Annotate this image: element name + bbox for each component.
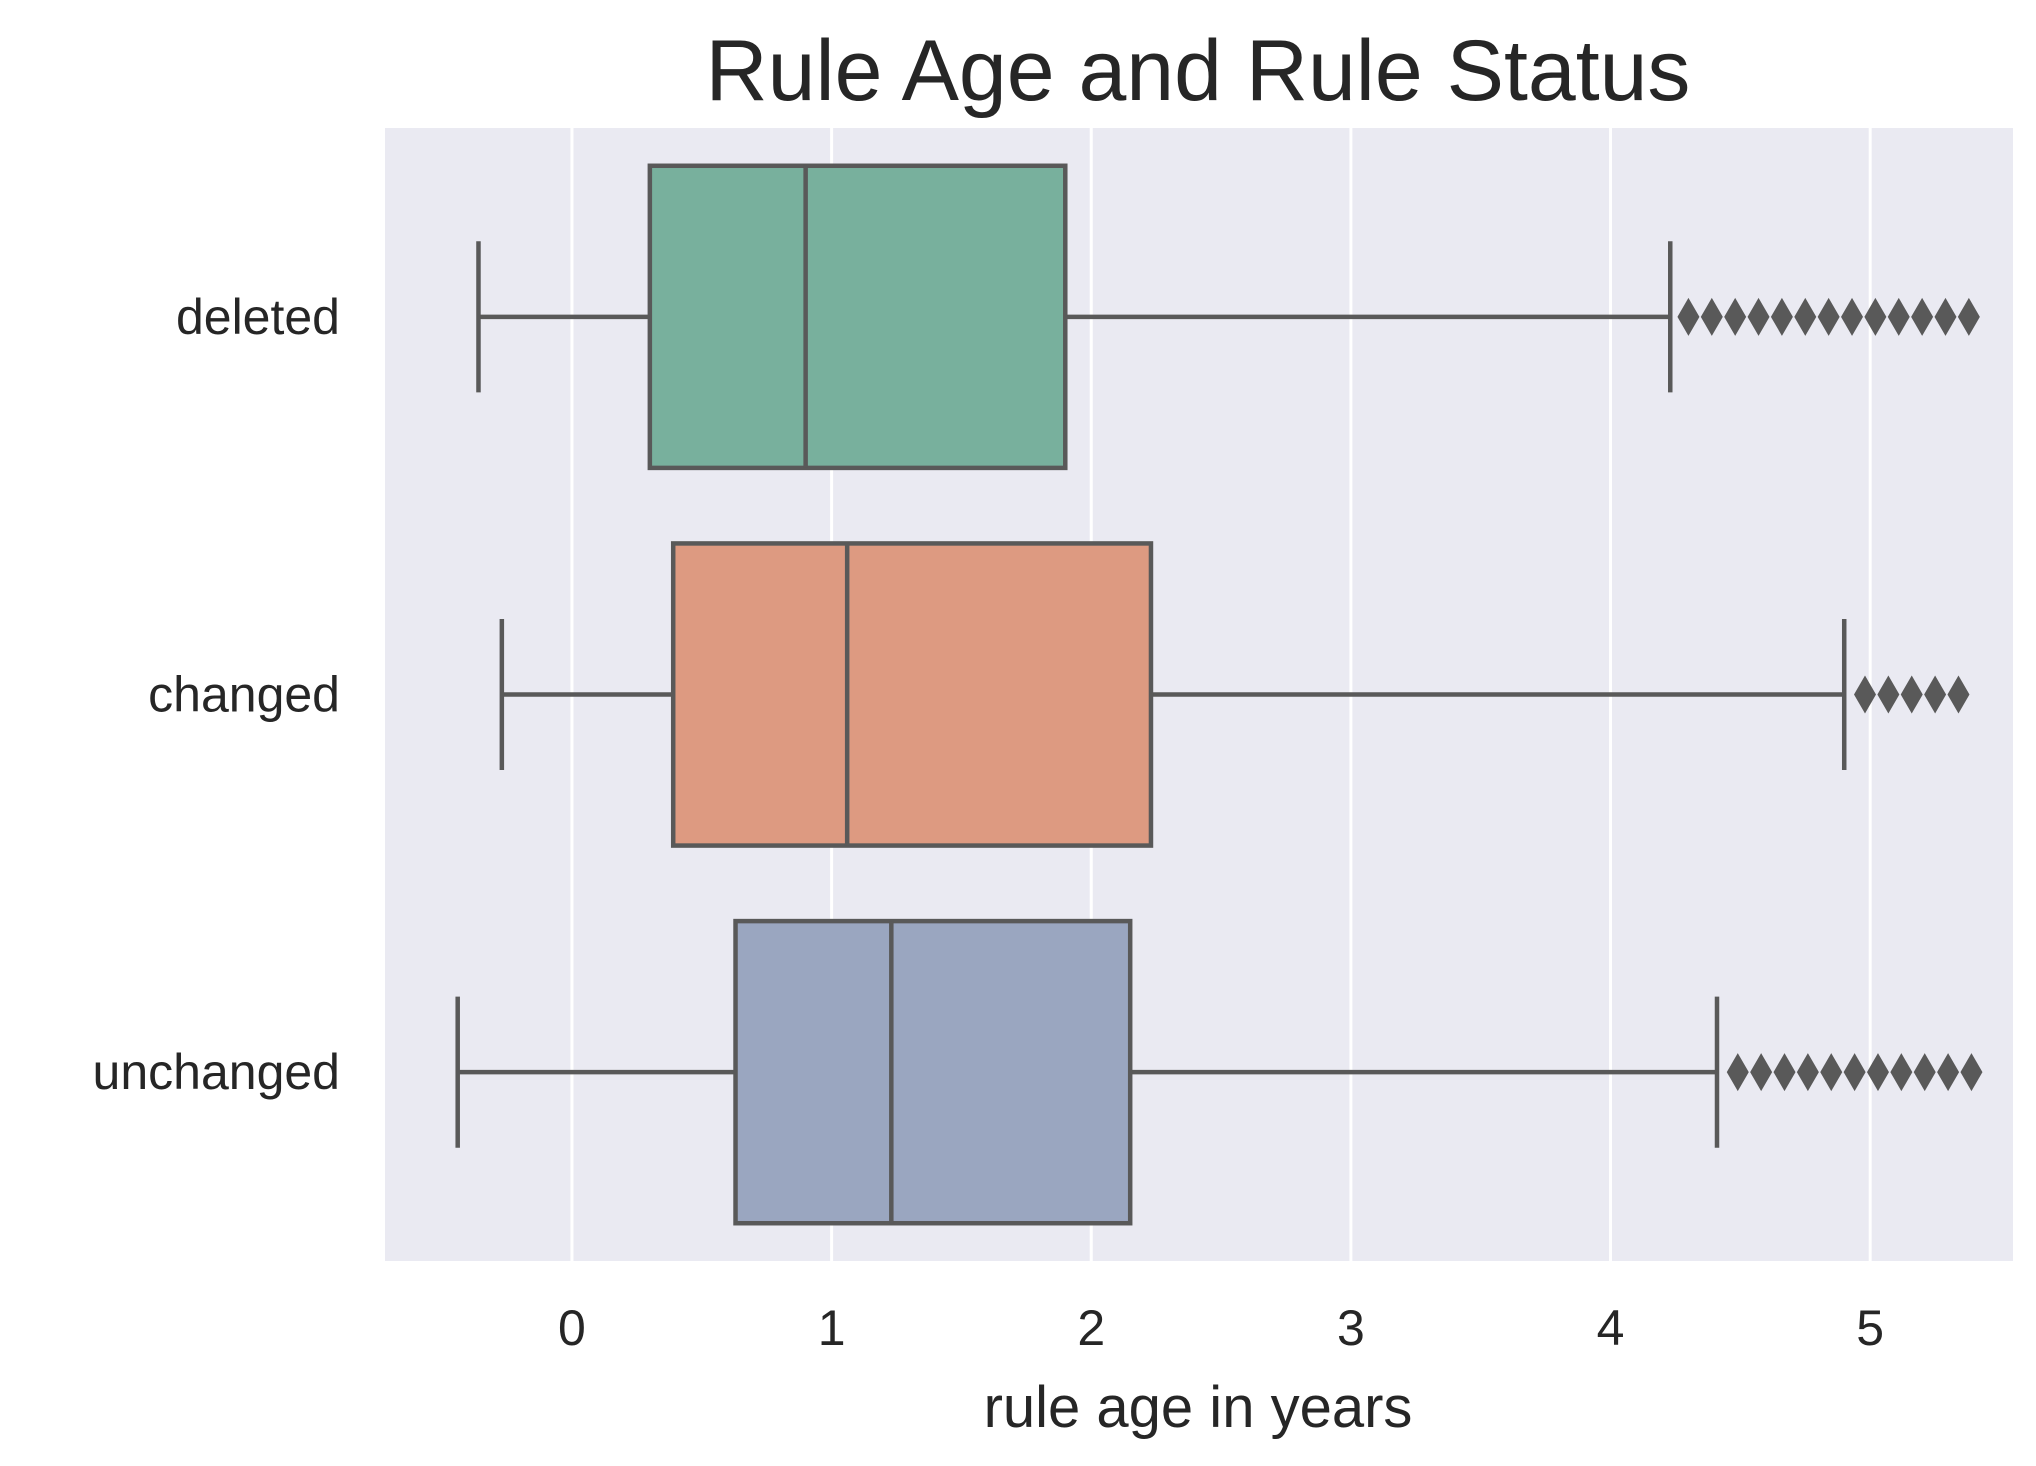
outlier-point-changed-1 [1877, 675, 1900, 714]
y-tick-label-changed: changed [148, 667, 340, 723]
outlier-point-unchanged-3 [1796, 1053, 1819, 1092]
x-axis-label: rule age in years [984, 1375, 1413, 1440]
outlier-point-changed-3 [1924, 675, 1947, 714]
outlier-point-deleted-5 [1794, 297, 1817, 336]
outlier-point-deleted-1 [1700, 297, 1723, 336]
y-tick-label-deleted: deleted [176, 289, 340, 345]
outlier-point-unchanged-8 [1913, 1053, 1936, 1092]
x-tick-label-5: 5 [1856, 1300, 1884, 1356]
outlier-point-changed-4 [1947, 675, 1970, 714]
outlier-point-deleted-3 [1747, 297, 1770, 336]
x-tick-label-4: 4 [1597, 1300, 1625, 1356]
outlier-point-deleted-2 [1724, 297, 1747, 336]
box-group-changed [499, 541, 1970, 848]
outlier-point-deleted-7 [1841, 297, 1864, 336]
box-group-unchanged [455, 918, 1983, 1226]
outlier-point-changed-0 [1854, 675, 1876, 714]
box-group-deleted [476, 163, 1980, 471]
boxes [455, 163, 1983, 1226]
outlier-point-deleted-0 [1677, 297, 1700, 336]
box-iqr-deleted [647, 163, 1068, 471]
outlier-point-deleted-6 [1817, 297, 1840, 336]
outlier-point-unchanged-4 [1820, 1053, 1843, 1092]
x-tick-label-2: 2 [1077, 1300, 1105, 1356]
outlier-point-unchanged-6 [1866, 1053, 1889, 1092]
outlier-point-deleted-9 [1887, 297, 1910, 336]
outlier-point-deleted-11 [1934, 297, 1957, 336]
y-tick-labels: deleted changed unchanged [93, 289, 340, 1100]
outlier-point-unchanged-10 [1960, 1053, 1983, 1092]
outlier-point-deleted-4 [1770, 297, 1793, 336]
y-tick-label-unchanged: unchanged [93, 1044, 340, 1100]
outlier-point-changed-2 [1900, 675, 1923, 714]
outlier-point-deleted-12 [1957, 297, 1980, 336]
outlier-point-unchanged-5 [1843, 1053, 1866, 1092]
outlier-point-unchanged-2 [1773, 1053, 1796, 1092]
outlier-point-unchanged-9 [1937, 1053, 1960, 1092]
outlier-point-unchanged-0 [1726, 1053, 1749, 1092]
x-tick-labels: 0 1 2 3 4 5 [558, 1300, 1884, 1356]
chart-title: Rule Age and Rule Status [706, 23, 1691, 119]
x-tick-label-1: 1 [818, 1300, 846, 1356]
box-iqr-unchanged [733, 918, 1133, 1226]
outlier-point-unchanged-1 [1750, 1053, 1773, 1092]
box-iqr-changed [670, 541, 1154, 848]
outlier-point-unchanged-7 [1890, 1053, 1913, 1092]
outlier-point-deleted-10 [1911, 297, 1934, 336]
outlier-point-deleted-8 [1864, 297, 1887, 336]
x-tick-label-0: 0 [558, 1300, 586, 1356]
x-tick-label-3: 3 [1337, 1300, 1365, 1356]
